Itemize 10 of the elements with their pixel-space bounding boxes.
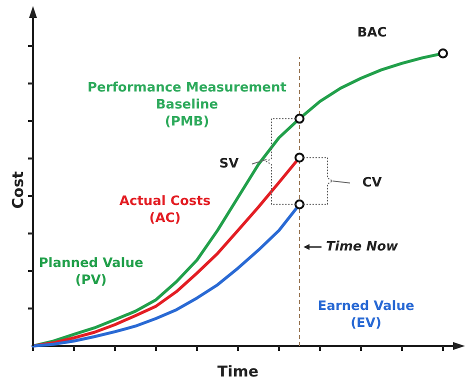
- annotation: Performance Measurement Baseline (PMB): [88, 80, 286, 130]
- annotation: Time Now: [326, 240, 400, 254]
- text: Earned Value (EV): [318, 299, 414, 331]
- series-label: Actual Costs (AC): [119, 194, 211, 226]
- series-label: Planned Value (PV): [38, 256, 144, 288]
- x-axis-title: Time: [217, 362, 259, 380]
- text: BAC: [357, 26, 387, 40]
- annotation: SV: [219, 156, 239, 172]
- annotation: CV: [362, 176, 382, 190]
- y-axis-title: Cost: [9, 171, 27, 209]
